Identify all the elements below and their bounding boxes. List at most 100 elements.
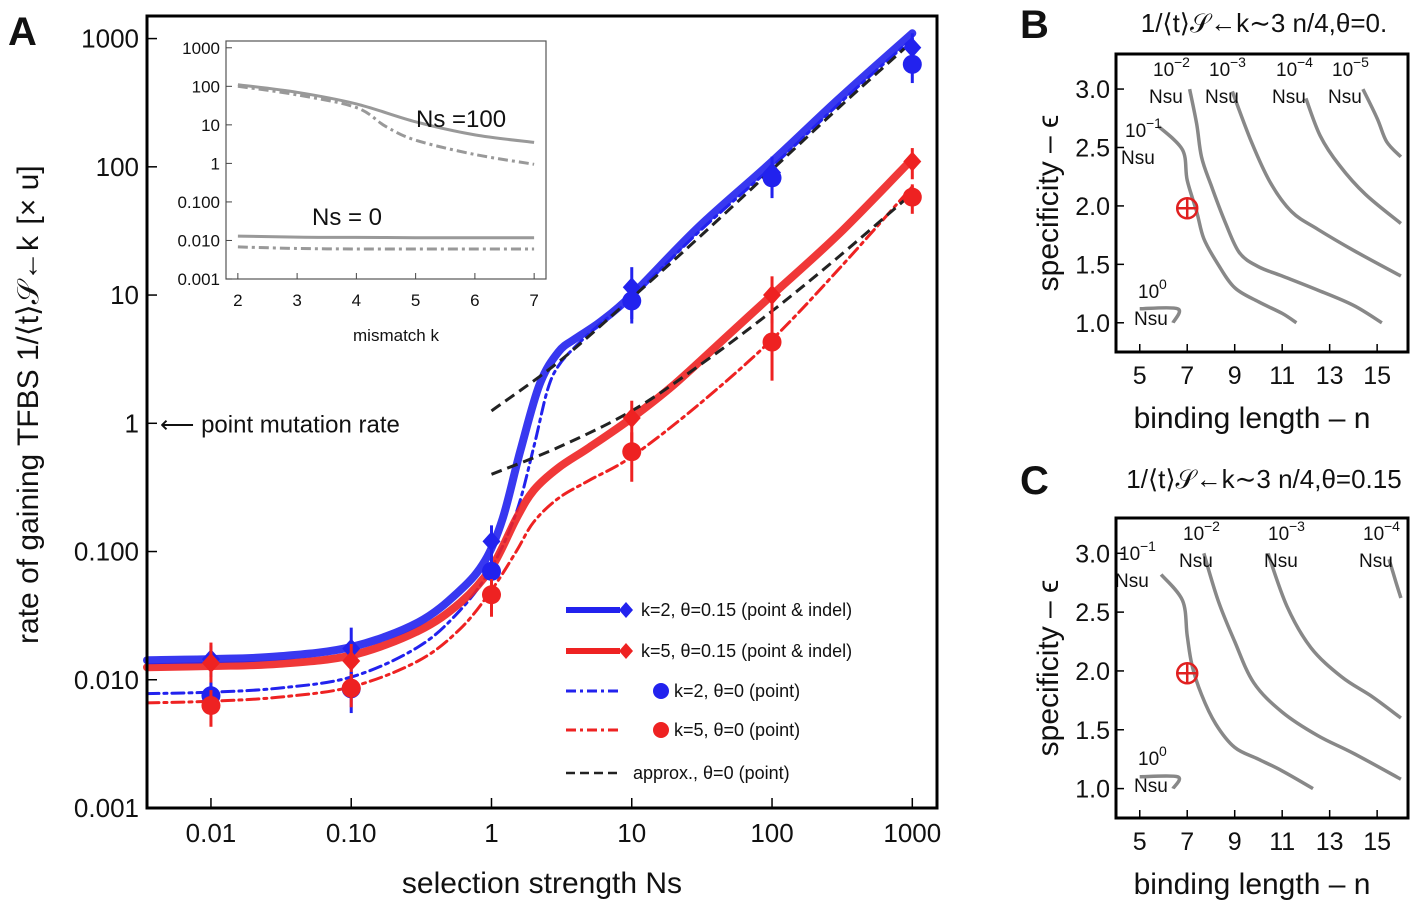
y-tick-label: 0.001 — [74, 793, 139, 823]
approx-line-0 — [490, 40, 914, 413]
contour-label-base: 10 — [1138, 749, 1159, 770]
contour-label-unit: Nsu — [1205, 87, 1239, 108]
y-axis-label: rate of gaining TFBS 1/⟨t⟩𝒮←k — [12, 235, 45, 644]
contour-line — [1139, 774, 1182, 790]
panel-b: B 1/⟨t⟩𝒮←k∼3 n/4,θ=0. 1.0 1.5 2.0 2.5 3.0 5 7 9 11… — [1020, 3, 1410, 435]
contour-label-unit: Nsu — [1359, 551, 1393, 572]
series-line-3 — [145, 185, 914, 705]
inset-line-0 — [237, 83, 535, 144]
inset-frame — [225, 40, 547, 280]
data-point-circle — [341, 678, 361, 698]
data-point-circle — [622, 291, 642, 311]
contour-label-base: 10 — [1363, 524, 1384, 545]
y-tick-label: 1.5 — [1075, 251, 1110, 279]
contour-label-base: 10 — [1276, 60, 1297, 81]
inset-line-3 — [237, 245, 535, 251]
contour-label-unit: Nsu — [1328, 87, 1362, 108]
contour-label-exponent: −3 — [1289, 518, 1305, 534]
data-point-diamond — [763, 285, 782, 306]
panel-a-inset: 0.001 0.010 0.100 1 10 100 1000 2 3 4 5 6 7 mismatch … — [177, 39, 547, 345]
contour-line — [1159, 573, 1314, 791]
x-tick-label: 1 — [484, 818, 498, 848]
inset-y-tick-label: 0.010 — [177, 231, 220, 250]
panel-title: 1/⟨t⟩𝒮←k∼3 n/4,θ=0. — [1141, 8, 1387, 38]
inset-label-ns100: Ns =100 — [416, 106, 506, 133]
y-tick-label: 2.5 — [1075, 134, 1110, 162]
legend-marker-diamond — [619, 643, 633, 659]
data-point-circle — [762, 168, 782, 188]
data-point-circle — [481, 561, 501, 581]
contour-label-base: 10 — [1125, 121, 1146, 142]
y-axis-label: specificity – ϵ — [1032, 580, 1065, 757]
contour-label-exponent: −4 — [1297, 54, 1313, 70]
contour-line — [1387, 558, 1403, 599]
legend-label: k=5, θ=0 (point) — [674, 720, 800, 740]
contour-line — [1202, 552, 1402, 781]
point-mutation-rate-annotation: ⟵ point mutation rate — [160, 411, 400, 438]
contour-label-exponent: −3 — [1230, 54, 1246, 70]
contour-label-exponent: −1 — [1146, 115, 1162, 131]
x-tick-label: 10 — [617, 818, 646, 848]
x-tick-label: 100 — [750, 818, 793, 848]
x-tick-label: 7 — [1180, 828, 1194, 856]
y-tick-label: 3.0 — [1075, 76, 1110, 104]
contour-label-base: 10 — [1268, 524, 1289, 545]
contour-label-base: 10 — [1209, 60, 1230, 81]
contour-label-unit: Nsu — [1134, 776, 1168, 797]
contour-label-exponent: −1 — [1140, 538, 1156, 554]
panel-title: 1/⟨t⟩𝒮←k∼3 n/4,θ=0.15 — [1126, 464, 1401, 494]
contour-label-unit: Nsu — [1121, 148, 1155, 169]
legend-label: k=5, θ=0.15 (point & indel) — [641, 641, 852, 661]
inset-y-tick-label: 1000 — [182, 39, 220, 58]
data-point-diamond — [201, 653, 220, 674]
contour-label-unit: Nsu — [1134, 309, 1168, 330]
x-tick-label: 0.10 — [326, 818, 377, 848]
x-tick-label: 0.01 — [186, 818, 237, 848]
data-point-diamond — [903, 37, 922, 58]
data-point-circle — [902, 187, 922, 207]
contour-label-unit: Nsu — [1115, 571, 1149, 592]
x-axis-label: binding length – n — [1134, 402, 1371, 435]
x-tick-label: 11 — [1269, 362, 1295, 390]
x-tick-label: 11 — [1269, 828, 1295, 856]
y-tick-label: 1.0 — [1075, 310, 1110, 338]
inset-x-axis-label: mismatch k — [353, 326, 439, 345]
inset-line-1 — [237, 84, 535, 166]
x-tick-label: 15 — [1363, 362, 1391, 390]
legend-marker-circle — [653, 722, 669, 738]
inset-x-tick-label: 5 — [411, 291, 420, 310]
series-line-0 — [143, 29, 917, 665]
legend-label: k=2, θ=0.15 (point & indel) — [641, 600, 852, 620]
data-point-diamond — [342, 651, 361, 672]
data-point-circle — [902, 54, 922, 74]
inset-x-tick-label: 2 — [233, 291, 242, 310]
inset-x-tick-label: 4 — [352, 291, 361, 310]
contour-label-exponent: −2 — [1174, 54, 1190, 70]
x-tick-label: 9 — [1228, 362, 1242, 390]
panel-label-c: C — [1020, 459, 1049, 503]
contour-label-unit: Nsu — [1264, 551, 1298, 572]
x-tick-label: 5 — [1133, 828, 1147, 856]
legend-marker-circle — [653, 683, 669, 699]
y-tick-label: 10 — [110, 280, 139, 310]
inset-x-tick-label: 3 — [292, 291, 301, 310]
inset-line-2 — [237, 234, 535, 240]
panel-label-a: A — [8, 10, 37, 54]
x-tick-label: 15 — [1363, 828, 1391, 856]
data-point-circle — [762, 332, 782, 352]
inset-x-tick-label: 6 — [470, 291, 479, 310]
inset-x-tick-label: 7 — [529, 291, 538, 310]
inset-y-tick-label: 0.001 — [177, 270, 220, 289]
y-tick-label: 100 — [96, 152, 139, 182]
inset-label-ns0: Ns = 0 — [312, 204, 382, 231]
contour-line — [1157, 125, 1298, 325]
contour-label-unit: Nsu — [1149, 87, 1183, 108]
y-tick-label: 2.0 — [1075, 658, 1110, 686]
x-tick-label: 1000 — [883, 818, 941, 848]
plot-frame — [1114, 516, 1410, 820]
y-tick-label: 1000 — [81, 24, 139, 54]
contour-line — [1187, 88, 1383, 325]
contour-line — [1139, 305, 1182, 324]
panel-label-b: B — [1020, 3, 1049, 47]
